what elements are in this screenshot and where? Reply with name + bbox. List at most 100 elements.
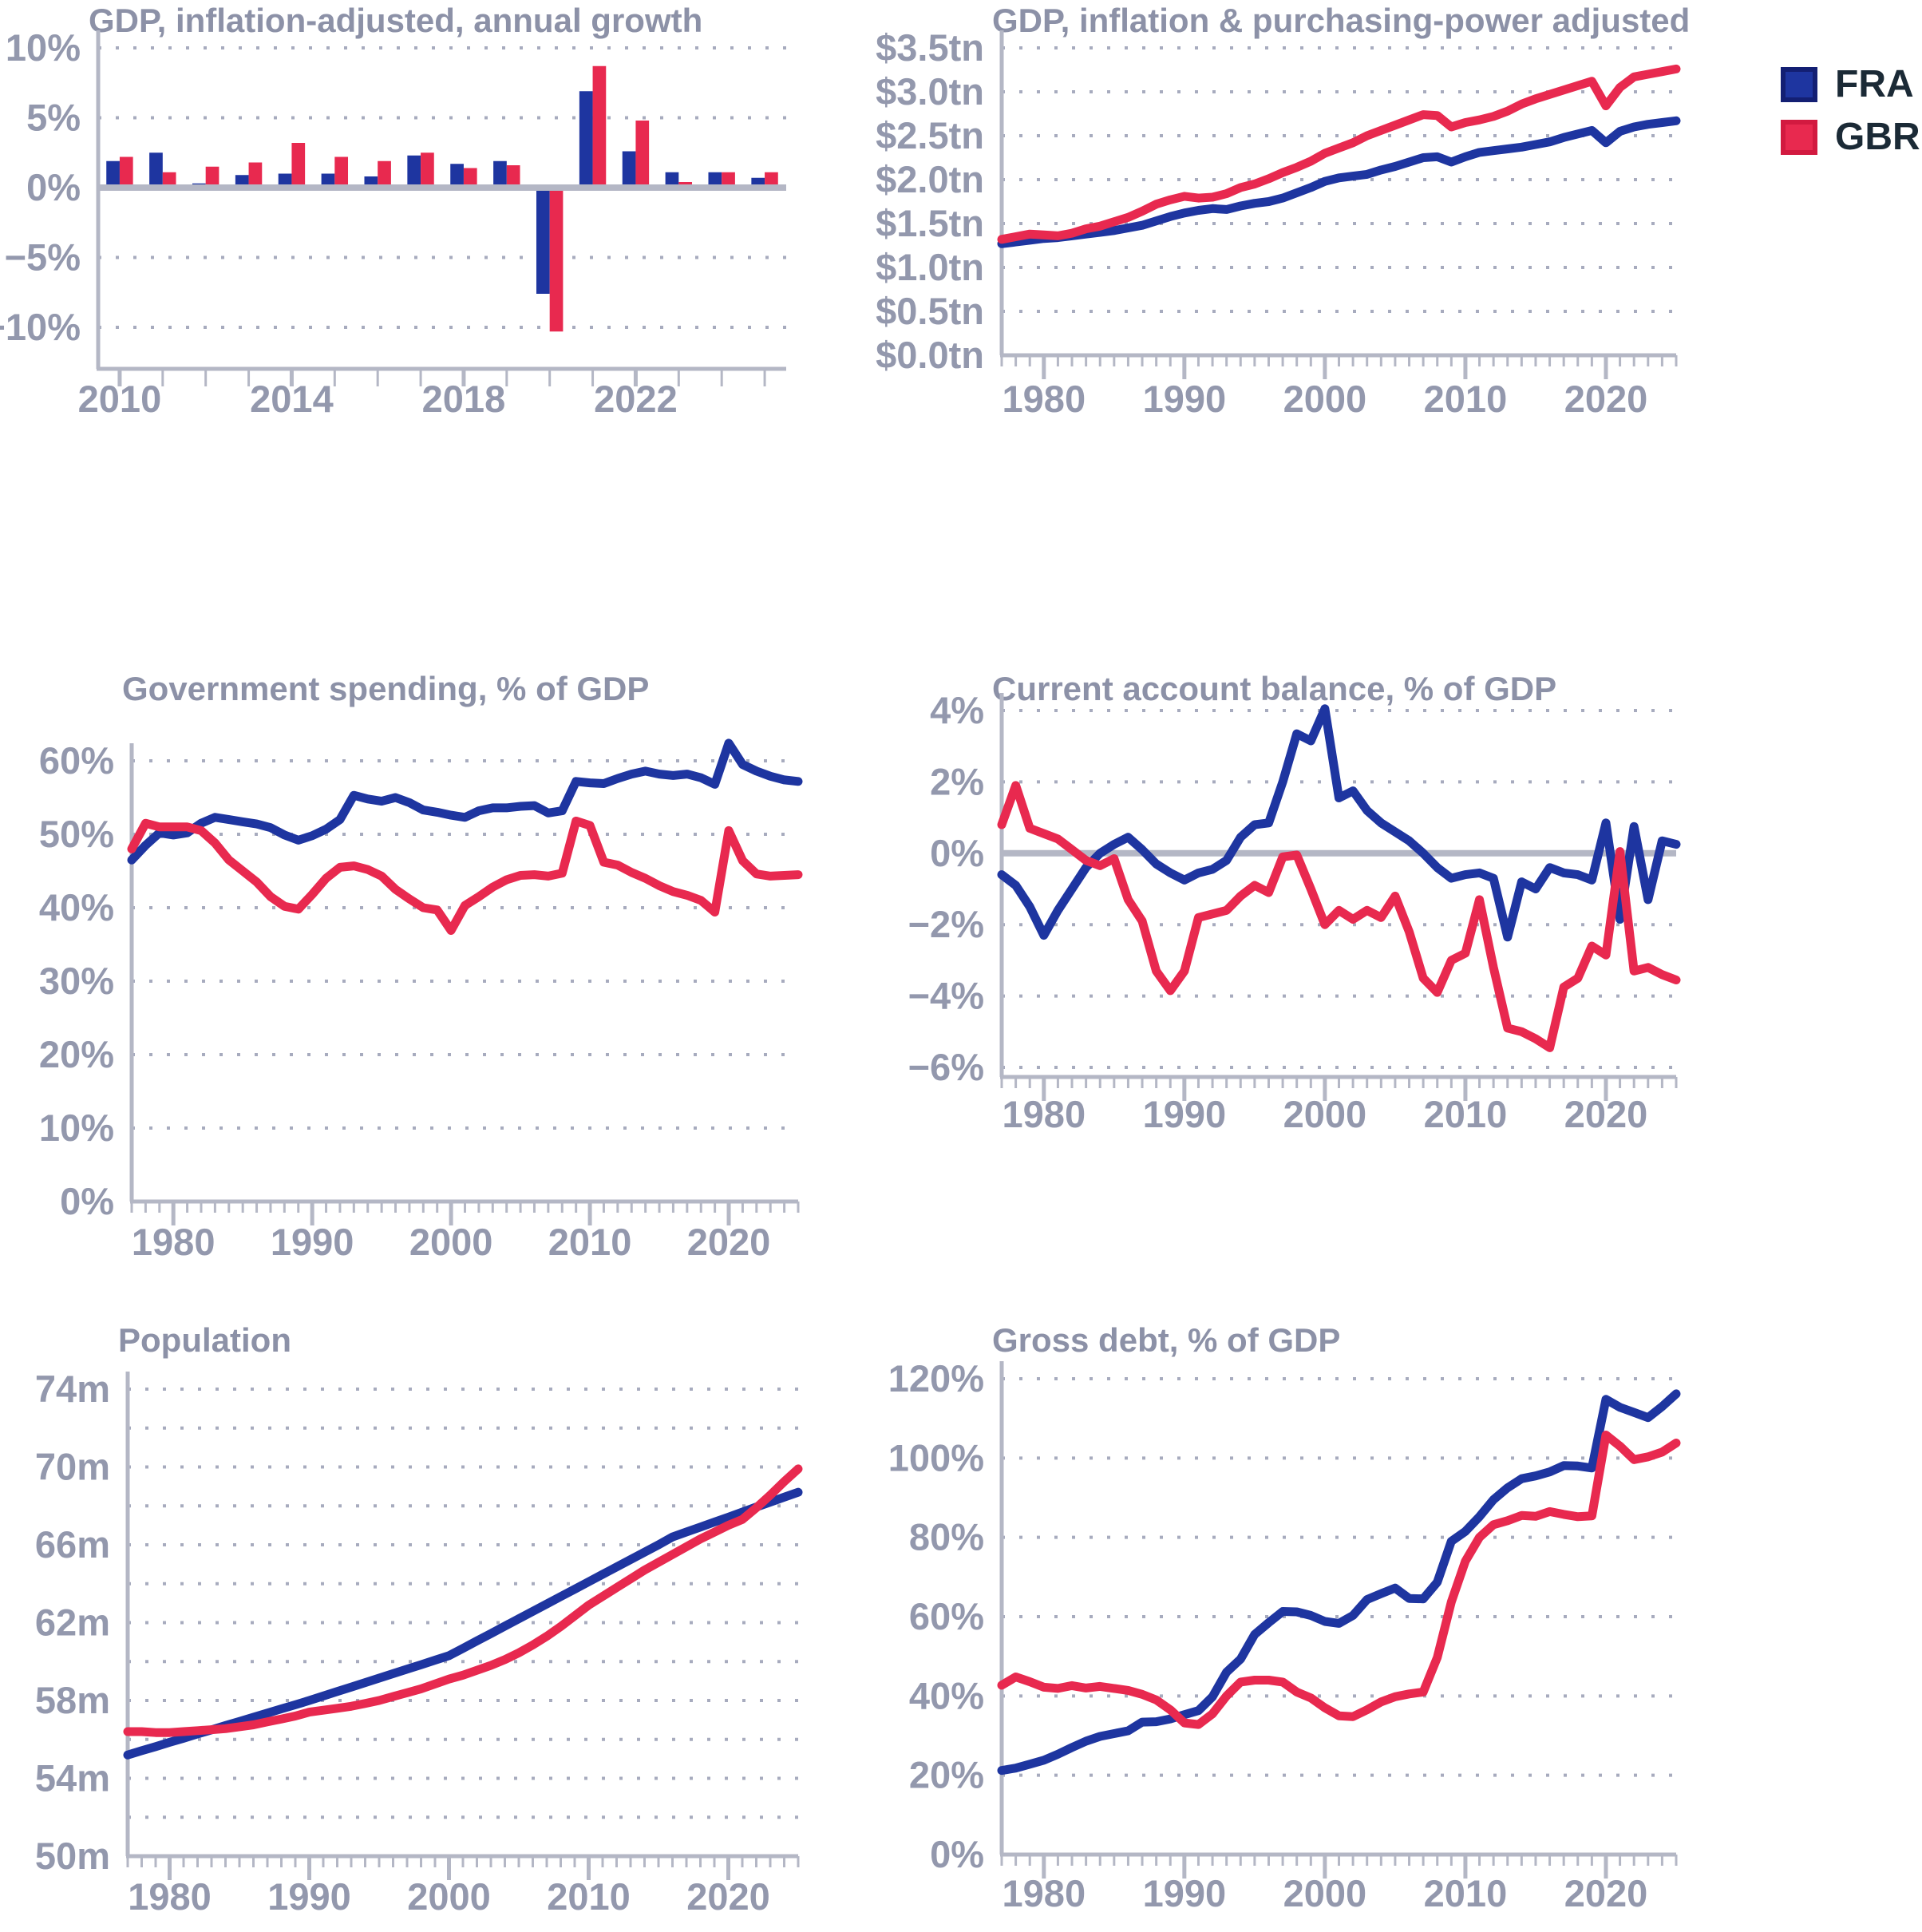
y-tick-label: 54m [35,1757,110,1799]
x-tick-label: 1980 [1003,1872,1086,1914]
bar-FRA [450,164,464,188]
bar-GBR [549,188,564,332]
x-tick-label: 2010 [547,1875,631,1918]
y-tick-label: 20% [909,1754,984,1796]
x-tick-label: 2020 [1564,378,1648,420]
bar-FRA [149,152,163,188]
y-tick-label: $2.5tn [876,114,984,156]
y-tick-label: $2.0tn [876,158,984,200]
y-tick-label: 100% [888,1436,984,1479]
chart-title: Government spending, % of GDP [122,670,649,707]
y-tick-label: 5% [26,97,81,139]
legend-item-gbr: GBR [1781,118,1920,156]
bar-FRA [579,91,593,188]
bar-FRA [106,160,120,188]
y-tick-label: 80% [909,1516,984,1558]
y-tick-label: 40% [39,886,114,928]
bar-FRA [493,160,507,188]
y-tick-label: 50% [39,813,114,855]
legend-item-fra: FRA [1781,65,1920,104]
x-tick-label: 2020 [1564,1093,1648,1135]
legend-label-gbr: GBR [1835,116,1920,158]
legend-label-fra: FRA [1835,63,1914,105]
bar-FRA [665,172,679,188]
series-line-FRA [127,738,803,865]
bar-GBR [291,143,306,188]
x-tick-label: 2000 [1283,1872,1367,1914]
bar-GBR [421,152,434,188]
legend-swatch-gbr-icon [1781,120,1817,155]
y-tick-label: 10% [39,1107,114,1149]
x-tick-label: 2000 [1283,1093,1367,1135]
y-tick-label: −2% [908,903,984,945]
x-tick-label: 2010 [78,378,162,420]
x-tick-label: 2020 [687,1221,771,1263]
bar-GBR [635,121,650,188]
x-tick-label: 1990 [1143,1872,1227,1914]
bar-GBR [722,172,735,188]
series-line-FRA [123,1487,803,1760]
x-tick-label: 2000 [409,1221,493,1263]
series-line-GBR [123,1464,803,1737]
chart-current-account: Current account balance, % of GDP 4% 2% 0%… [908,670,1681,1135]
x-tick-label: 2010 [1424,1093,1508,1135]
y-tick-label: 20% [39,1033,114,1075]
bar-GBR [162,172,176,188]
y-tick-label: 62m [35,1601,110,1644]
x-tick-label: 2022 [594,378,678,420]
y-tick-label: 60% [909,1595,984,1637]
y-tick-label: 40% [909,1674,984,1716]
y-tick-label: −4% [908,975,984,1017]
y-tick-label: 0% [930,832,984,874]
series-line-GBR [997,1431,1681,1729]
y-tick-label: $0.5tn [876,290,984,332]
chart-gross-debt: Gross debt, % of GDP 120% 100% 80% 60% 40% 20… [888,1321,1681,1914]
x-tick-label: 1990 [1143,378,1227,420]
y-tick-label: 10% [6,26,81,69]
bar-GBR [592,65,607,188]
series-line-GBR [997,781,1681,1052]
bar-FRA [536,188,550,294]
y-tick-label: 2% [930,760,984,802]
y-tick-label: 66m [35,1523,110,1566]
y-tick-label: 0% [60,1180,114,1222]
bar-GBR [378,160,391,188]
bar-GBR [119,156,133,188]
chart-gdp-ppp: GDP, inflation & purchasing-power adjust… [876,2,1690,420]
y-tick-label: 60% [39,739,114,782]
chart-title: Gross debt, % of GDP [992,1321,1340,1359]
y-tick-label: $1.5tn [876,202,984,244]
bar-FRA [708,172,722,188]
y-tick-label: 70m [35,1446,110,1488]
y-tick-label: $3.0tn [876,70,984,113]
x-tick-label: 1980 [1003,1093,1086,1135]
x-tick-label: 1980 [128,1875,212,1918]
x-tick-label: 2018 [422,378,506,420]
y-tick-label: −6% [908,1046,984,1088]
x-tick-label: 2010 [548,1221,632,1263]
x-tick-label: 1990 [1143,1093,1227,1135]
bar-FRA [278,173,292,188]
chart-gdp-growth: GDP, inflation-adjusted, annual growth 1… [0,2,786,420]
x-tick-label: 2010 [1424,1872,1508,1914]
x-tick-label: 1990 [271,1221,354,1263]
x-tick-label: 2000 [1283,378,1367,420]
legend: FRA GBR [1781,65,1920,156]
x-tick-label: 1980 [132,1221,216,1263]
y-tick-label: 58m [35,1679,110,1721]
bar-GBR [248,162,263,188]
chart-title: Current account balance, % of GDP [992,670,1556,707]
bar-GBR [463,168,477,188]
series-line-FRA [997,116,1681,248]
bar-FRA [407,155,421,188]
y-tick-label: −5% [5,236,81,279]
chart-gov-spending: Government spending, % of GDP 60% 50% 40% 3… [39,670,803,1263]
chart-title: Population [118,1321,291,1359]
chart-population: Population 74m 70m 66m 62m 58m 54m 50m 1980 1990… [35,1321,803,1918]
bar-GBR [765,172,778,188]
bar-GBR [205,166,219,188]
bar-FRA [321,173,335,188]
bar-FRA [622,151,636,188]
x-tick-label: 1980 [1003,378,1086,420]
